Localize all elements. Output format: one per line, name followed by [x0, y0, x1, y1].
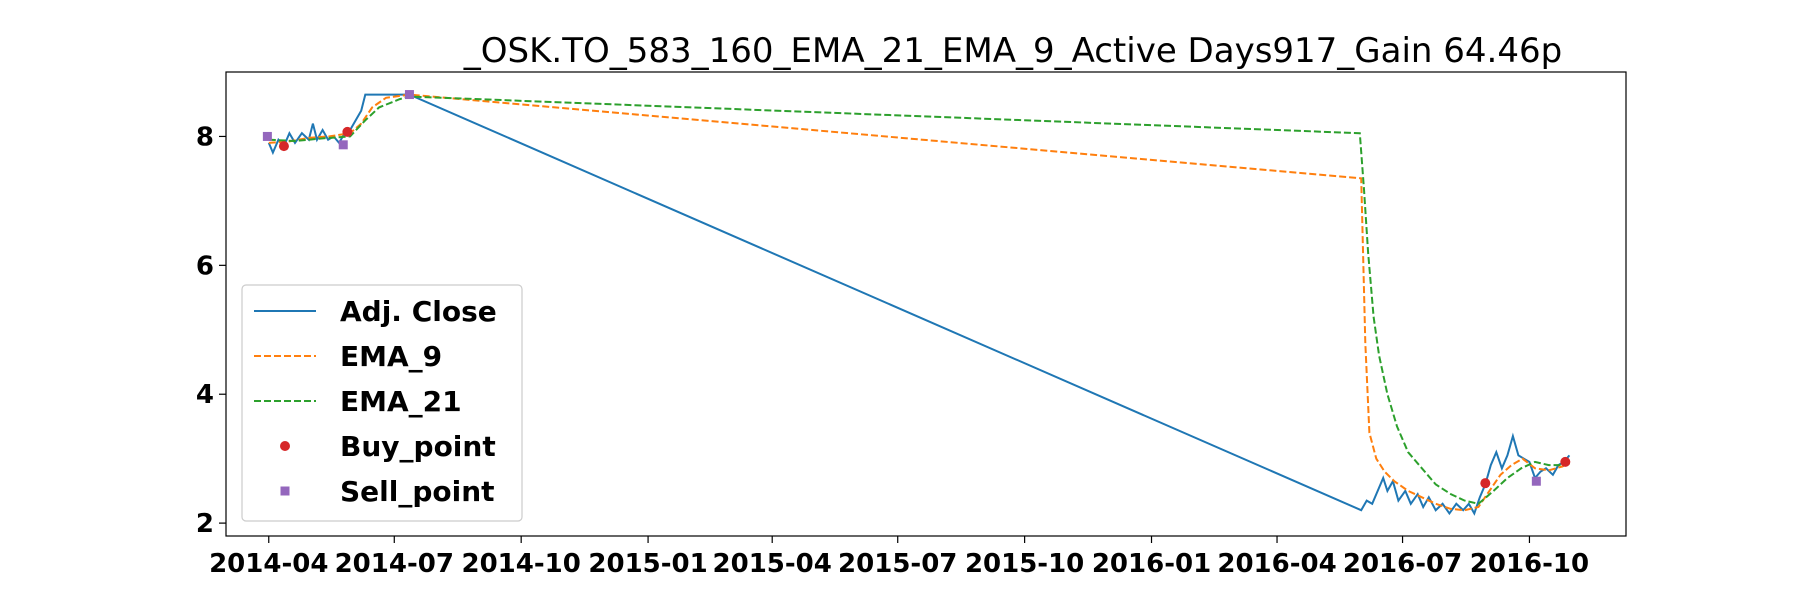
y-tick-label: 4	[196, 380, 214, 410]
chart-title: _OSK.TO_583_160_EMA_21_EMA_9_Active Days…	[463, 31, 1562, 71]
x-tick-label: 2015-10	[965, 549, 1084, 579]
x-tick-label: 2015-04	[713, 549, 832, 579]
x-tick-label: 2015-07	[838, 549, 957, 579]
x-tick-label: 2014-07	[335, 549, 454, 579]
x-tick-label: 2016-01	[1092, 549, 1211, 579]
series-line-ema-9	[268, 93, 1570, 512]
x-tick-label: 2016-04	[1217, 549, 1336, 579]
x-tick-label: 2014-04	[209, 549, 328, 579]
series-line-adj-close	[267, 93, 1571, 516]
legend-label-ema-9: EMA_9	[340, 340, 442, 373]
x-tick-label: 2015-01	[588, 549, 707, 579]
axes-frame	[225, 71, 1627, 537]
sell-point-marker	[338, 140, 348, 150]
buy-point-marker	[1560, 456, 1571, 467]
legend: Adj. Close EMA_9 EMA_21 Buy_point Sell_point	[241, 284, 523, 522]
legend-label-ema-21: EMA_21	[340, 385, 462, 418]
sell-point-marker	[404, 90, 414, 100]
x-tick-label: 2016-10	[1470, 549, 1589, 579]
legend-label-sell-point: Sell_point	[340, 475, 495, 508]
y-tick-label: 8	[196, 122, 214, 152]
buy-point-marker	[278, 141, 289, 152]
y-tick-label: 2	[196, 509, 214, 539]
buy-point-marker	[342, 126, 353, 137]
sell-point-marker	[1531, 476, 1541, 486]
series-line-ema-21	[268, 95, 1570, 505]
y-tick-label: 6	[196, 251, 214, 281]
legend-box	[241, 284, 523, 522]
legend-label-adj-close: Adj. Close	[340, 295, 497, 328]
legend-swatch-sell-point	[280, 486, 290, 496]
x-tick-label: 2014-10	[462, 549, 581, 579]
plot-area	[262, 90, 1571, 516]
legend-swatch-buy-point	[280, 441, 290, 451]
buy-point-marker	[1480, 478, 1491, 489]
x-tick-label: 2016-07	[1343, 549, 1462, 579]
legend-label-buy-point: Buy_point	[340, 430, 496, 463]
sell-point-marker	[262, 131, 272, 141]
